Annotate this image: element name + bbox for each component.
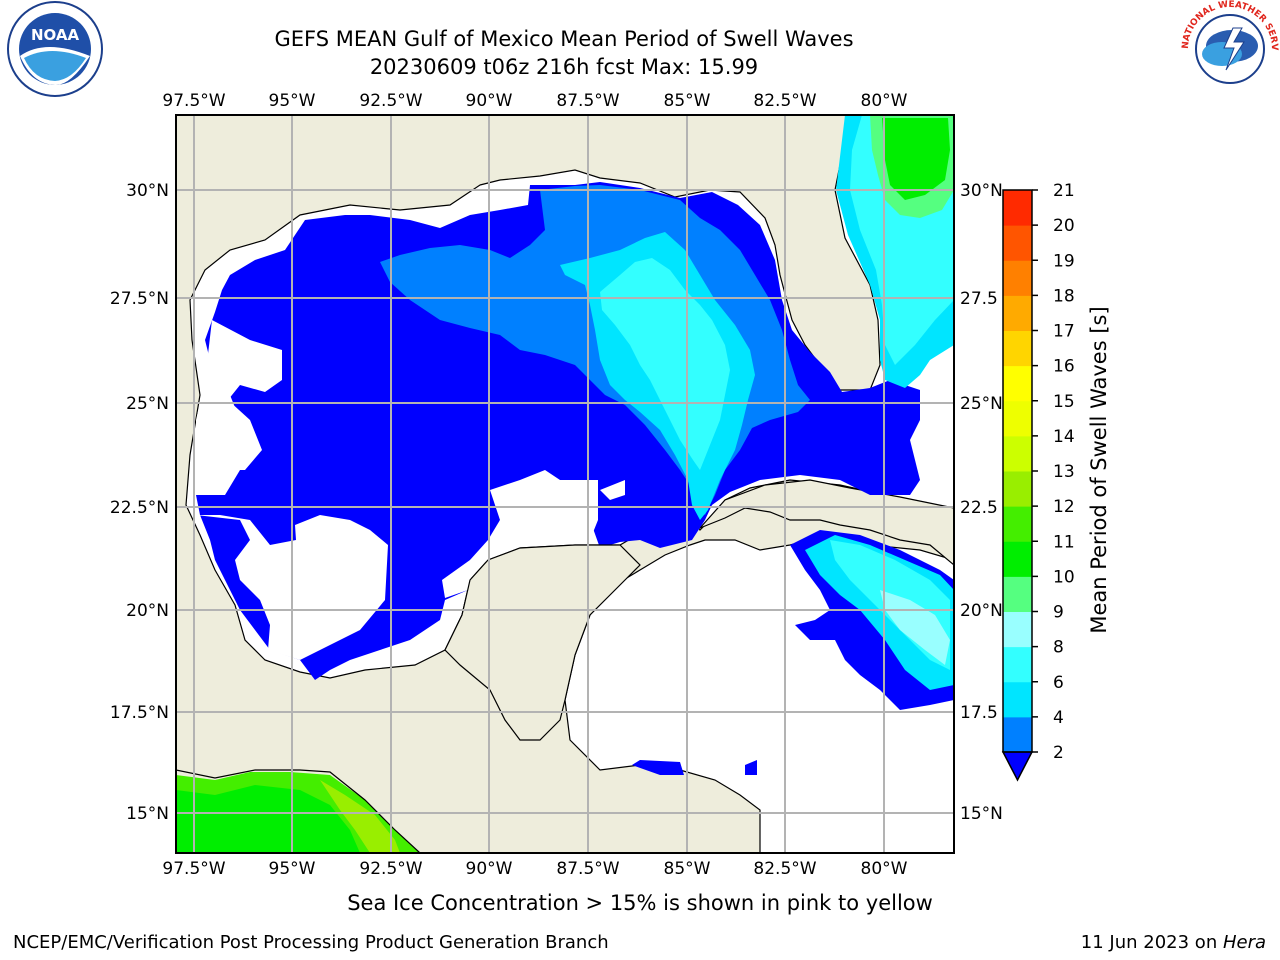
colorbar-segment xyxy=(1003,611,1032,648)
footer-date: 11 Jun 2023 on xyxy=(1080,932,1223,953)
colorbar-segment xyxy=(1003,295,1032,331)
gridlines xyxy=(176,115,954,853)
colorbar-segment xyxy=(1003,225,1032,261)
chart-title: GEFS MEAN Gulf of Mexico Mean Period of … xyxy=(274,27,854,51)
lon-label: 95°W xyxy=(269,859,316,879)
pacific-swell-yellow xyxy=(320,780,400,853)
chart-subtitle: 20230609 t06z 216h fcst Max: 15.99 xyxy=(369,55,759,79)
colorbar-extend-min xyxy=(1001,751,1034,782)
lon-label: 92.5°W xyxy=(359,91,422,111)
colorbar-tick-label: 8 xyxy=(1053,638,1064,658)
colorbar-segment xyxy=(1003,435,1032,472)
nodata-yucatan-north xyxy=(600,480,625,500)
colorbar-tick-label: 18 xyxy=(1053,286,1075,306)
colorbar-segment xyxy=(1003,506,1032,542)
footer-right: 11 Jun 2023 on Hera xyxy=(1081,932,1266,953)
contour-8s xyxy=(600,258,730,470)
sea-ice-note: Sea Ice Concentration > 15% is shown in … xyxy=(347,891,933,915)
lat-label: 22.5 xyxy=(960,498,998,518)
lat-label: 27.5°N xyxy=(110,289,169,309)
nodata-west xyxy=(196,320,282,480)
yucatan-channel-2s xyxy=(745,760,757,775)
colorbar-tick-label: 20 xyxy=(1053,216,1075,236)
lat-label: 17.5°N xyxy=(110,703,169,723)
colorbar-tick-label: 4 xyxy=(1053,708,1064,728)
colorbar-tick-label: 2 xyxy=(1053,743,1064,763)
cuba-land xyxy=(699,479,954,566)
lat-label: 17.5 xyxy=(960,703,998,723)
lat-labels-right: 30°N 27.5 25°N 22.5 20°N 17.5 15°N xyxy=(960,181,1003,824)
lat-label: 15°N xyxy=(960,804,1003,824)
colorbar-tick-label: 17 xyxy=(1053,322,1075,342)
map-frame xyxy=(175,114,955,854)
lat-labels-left: 30°N 27.5°N 25°N 22.5°N 20°N 17.5°N 15°N xyxy=(110,181,169,824)
lon-label: 82.5°W xyxy=(753,859,816,879)
colorbar-segment xyxy=(1003,190,1032,226)
colorbar-tick-label: 21 xyxy=(1053,181,1075,201)
colorbar-tick-label: 9 xyxy=(1053,603,1064,623)
colorbar-segment xyxy=(1003,330,1032,367)
lat-label: 25°N xyxy=(126,394,169,414)
colorbar-segment xyxy=(1003,471,1032,507)
lon-label: 85°W xyxy=(664,859,711,879)
lat-label: 15°N xyxy=(126,804,169,824)
lat-label: 30°N xyxy=(960,181,1003,201)
colorbar-tick-label: 12 xyxy=(1053,497,1075,517)
colorbar-tick-label: 19 xyxy=(1053,251,1075,271)
lon-label: 95°W xyxy=(269,91,316,111)
colorbar-segment xyxy=(1003,576,1032,612)
lon-label: 80°W xyxy=(861,91,908,111)
lat-label: 22.5°N xyxy=(110,498,169,518)
lon-label: 87.5°W xyxy=(556,91,619,111)
colorbar-tick-label: 15 xyxy=(1053,392,1075,412)
colorbar-segment xyxy=(1003,716,1032,753)
lon-label: 82.5°W xyxy=(753,91,816,111)
yucatan-land xyxy=(444,544,641,741)
lon-label: 85°W xyxy=(664,91,711,111)
colorbar-tick-label: 16 xyxy=(1053,357,1075,377)
lat-label: 20°N xyxy=(126,601,169,621)
pacific-swell-strong xyxy=(176,785,360,853)
colorbar-tick-label: 14 xyxy=(1053,427,1075,447)
noaa-logo: NOAA xyxy=(7,1,103,97)
lon-label: 90°W xyxy=(466,91,513,111)
colorbar-segment xyxy=(1003,541,1032,577)
colorbar-segment xyxy=(1003,365,1032,402)
colorbar-tick-label: 6 xyxy=(1053,673,1064,693)
colorbar-tick-label: 13 xyxy=(1053,462,1075,482)
lon-label: 92.5°W xyxy=(359,859,422,879)
lat-label: 30°N xyxy=(126,181,169,201)
caribbean-9s xyxy=(880,590,950,665)
footer-left: NCEP/EMC/Verification Post Processing Pr… xyxy=(13,932,609,953)
colorbar-label: Mean Period of Swell Waves [s] xyxy=(1087,306,1111,633)
lon-label: 97.5°W xyxy=(162,91,225,111)
colorbar-tick-label: 10 xyxy=(1053,567,1075,587)
colorbar-segment xyxy=(1003,646,1032,683)
atlantic-11s xyxy=(882,118,950,200)
colorbar xyxy=(1001,189,1034,782)
nws-logo: NATIONAL WEATHER SERVICE xyxy=(0,0,1279,96)
lat-label: 20°N xyxy=(960,601,1003,621)
noaa-logo-text: NOAA xyxy=(31,26,80,44)
lat-label: 25°N xyxy=(960,394,1003,414)
nws-logo-ring-text: NATIONAL WEATHER SERVICE xyxy=(0,0,1279,51)
lon-labels-bottom: 97.5°W 95°W 92.5°W 90°W 87.5°W 85°W 82.5… xyxy=(162,859,907,879)
colorbar-segment xyxy=(1003,400,1032,437)
map-area xyxy=(176,115,954,853)
lon-label: 87.5°W xyxy=(556,859,619,879)
colorbar-segment xyxy=(1003,681,1032,718)
lon-label: 80°W xyxy=(861,859,908,879)
honduras-2s xyxy=(632,760,684,775)
lat-label: 27.5 xyxy=(960,289,998,309)
footer-host: Hera xyxy=(1222,932,1266,953)
colorbar-tick-label: 11 xyxy=(1053,532,1075,552)
lon-label: 90°W xyxy=(466,859,513,879)
colorbar-segment xyxy=(1003,260,1032,296)
lon-labels-top: 97.5°W 95°W 92.5°W 90°W 87.5°W 85°W 82.5… xyxy=(162,91,907,111)
nodata-central xyxy=(442,470,598,598)
colorbar-ticks: 2 4 6 8 9 10 11 12 13 14 15 16 17 18 19 20 21 xyxy=(1032,181,1075,763)
lon-label: 97.5°W xyxy=(162,859,225,879)
